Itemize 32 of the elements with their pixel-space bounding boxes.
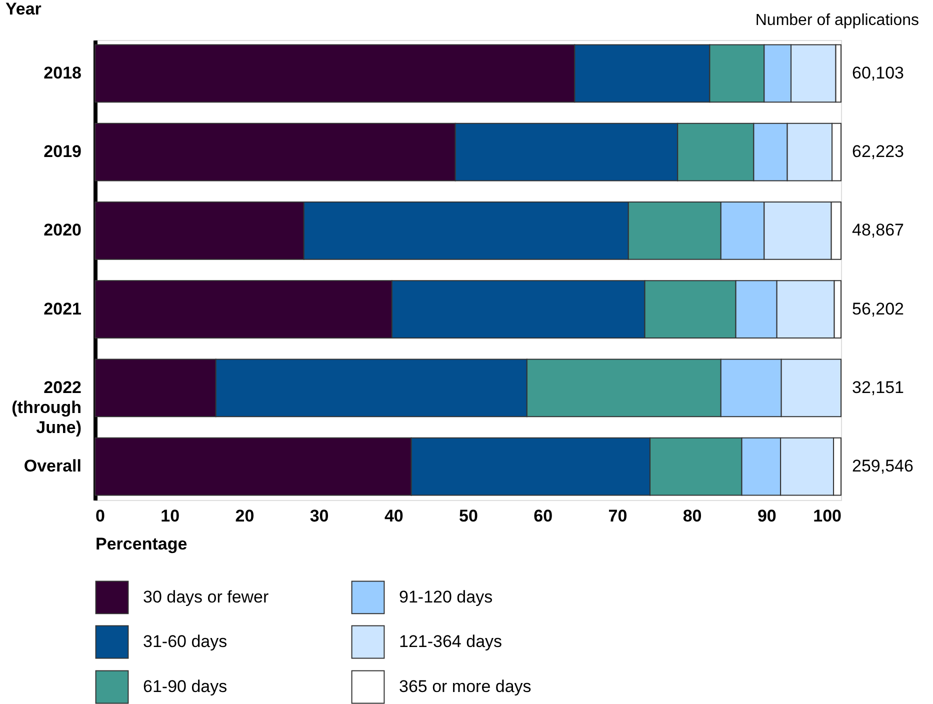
text: Number of applications — [755, 12, 919, 29]
text: 259,546 — [852, 456, 914, 476]
x-tick-label: 20 — [235, 506, 254, 526]
x-tick-label: 10 — [160, 506, 180, 526]
y-tick-label: 2020 — [44, 220, 82, 240]
text: 62,223 — [852, 142, 904, 162]
text: 56,202 — [852, 299, 904, 318]
legend-label: 61-90 days — [143, 677, 228, 696]
x-tick-label: 60 — [534, 506, 553, 526]
y-tick-label: 2019 — [44, 142, 82, 162]
y-axis-title: Year — [6, 0, 42, 18]
x-axis-title: Percentage — [96, 534, 188, 554]
y-tick-label: 2018 — [44, 63, 82, 82]
x-tick-label: 80 — [682, 506, 702, 526]
x-tick-label: 90 — [757, 506, 776, 526]
y-tick-label: Overall — [24, 456, 82, 476]
x-tick-label: 100 — [813, 506, 842, 526]
x-tick-label: 40 — [384, 506, 404, 526]
legend-label: 30 days or fewer — [143, 587, 270, 606]
x-tick-label: 30 — [310, 506, 329, 526]
x-tick-label: 50 — [459, 506, 478, 526]
legend-label: 31-60 days — [143, 632, 228, 651]
x-tick-label: 0 — [96, 506, 105, 526]
text: 48,867 — [852, 220, 904, 240]
legend-label: 91-120 days — [399, 587, 493, 606]
y-tick-label: 2021 — [44, 299, 82, 318]
text: 32,151 — [852, 378, 904, 397]
legend-label: 365 or more days — [399, 677, 532, 696]
legend-label: 121-364 days — [399, 632, 502, 651]
x-tick-label: 70 — [608, 506, 628, 526]
text: 60,103 — [852, 63, 904, 82]
y-tick-label: 2022 (through June) — [12, 378, 82, 437]
